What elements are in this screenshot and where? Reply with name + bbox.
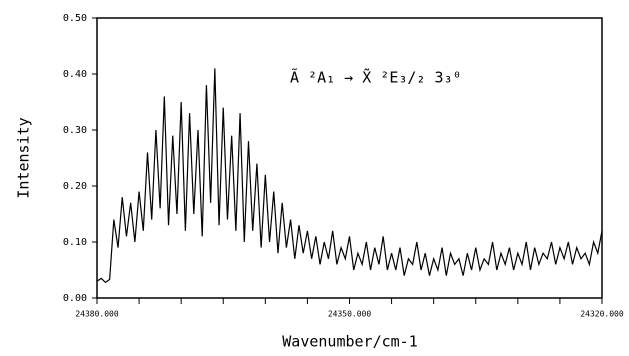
- y-tick-label: 0.20: [63, 181, 87, 192]
- y-tick-label: 0.10: [63, 237, 87, 248]
- spectrum-line: [96, 68, 603, 284]
- x-tick-label: 24380.000: [75, 310, 119, 319]
- plot-frame: [96, 17, 603, 299]
- x-axis-label: Wavenumber/cm-1: [282, 333, 417, 351]
- y-tick-label: 0.30: [63, 125, 87, 136]
- x-tick-label: 24320.000: [580, 310, 624, 319]
- y-tick-label: 0.50: [63, 13, 87, 24]
- y-axis-label: Intensity: [15, 117, 33, 198]
- y-tick-label: 0.40: [63, 69, 87, 80]
- annotation: Ã ²A₁ → X̃ ²E₃/₂ 3₃⁰: [290, 68, 462, 87]
- x-tick-label: 24350.000: [328, 310, 372, 319]
- y-tick-label: 0.00: [63, 293, 87, 304]
